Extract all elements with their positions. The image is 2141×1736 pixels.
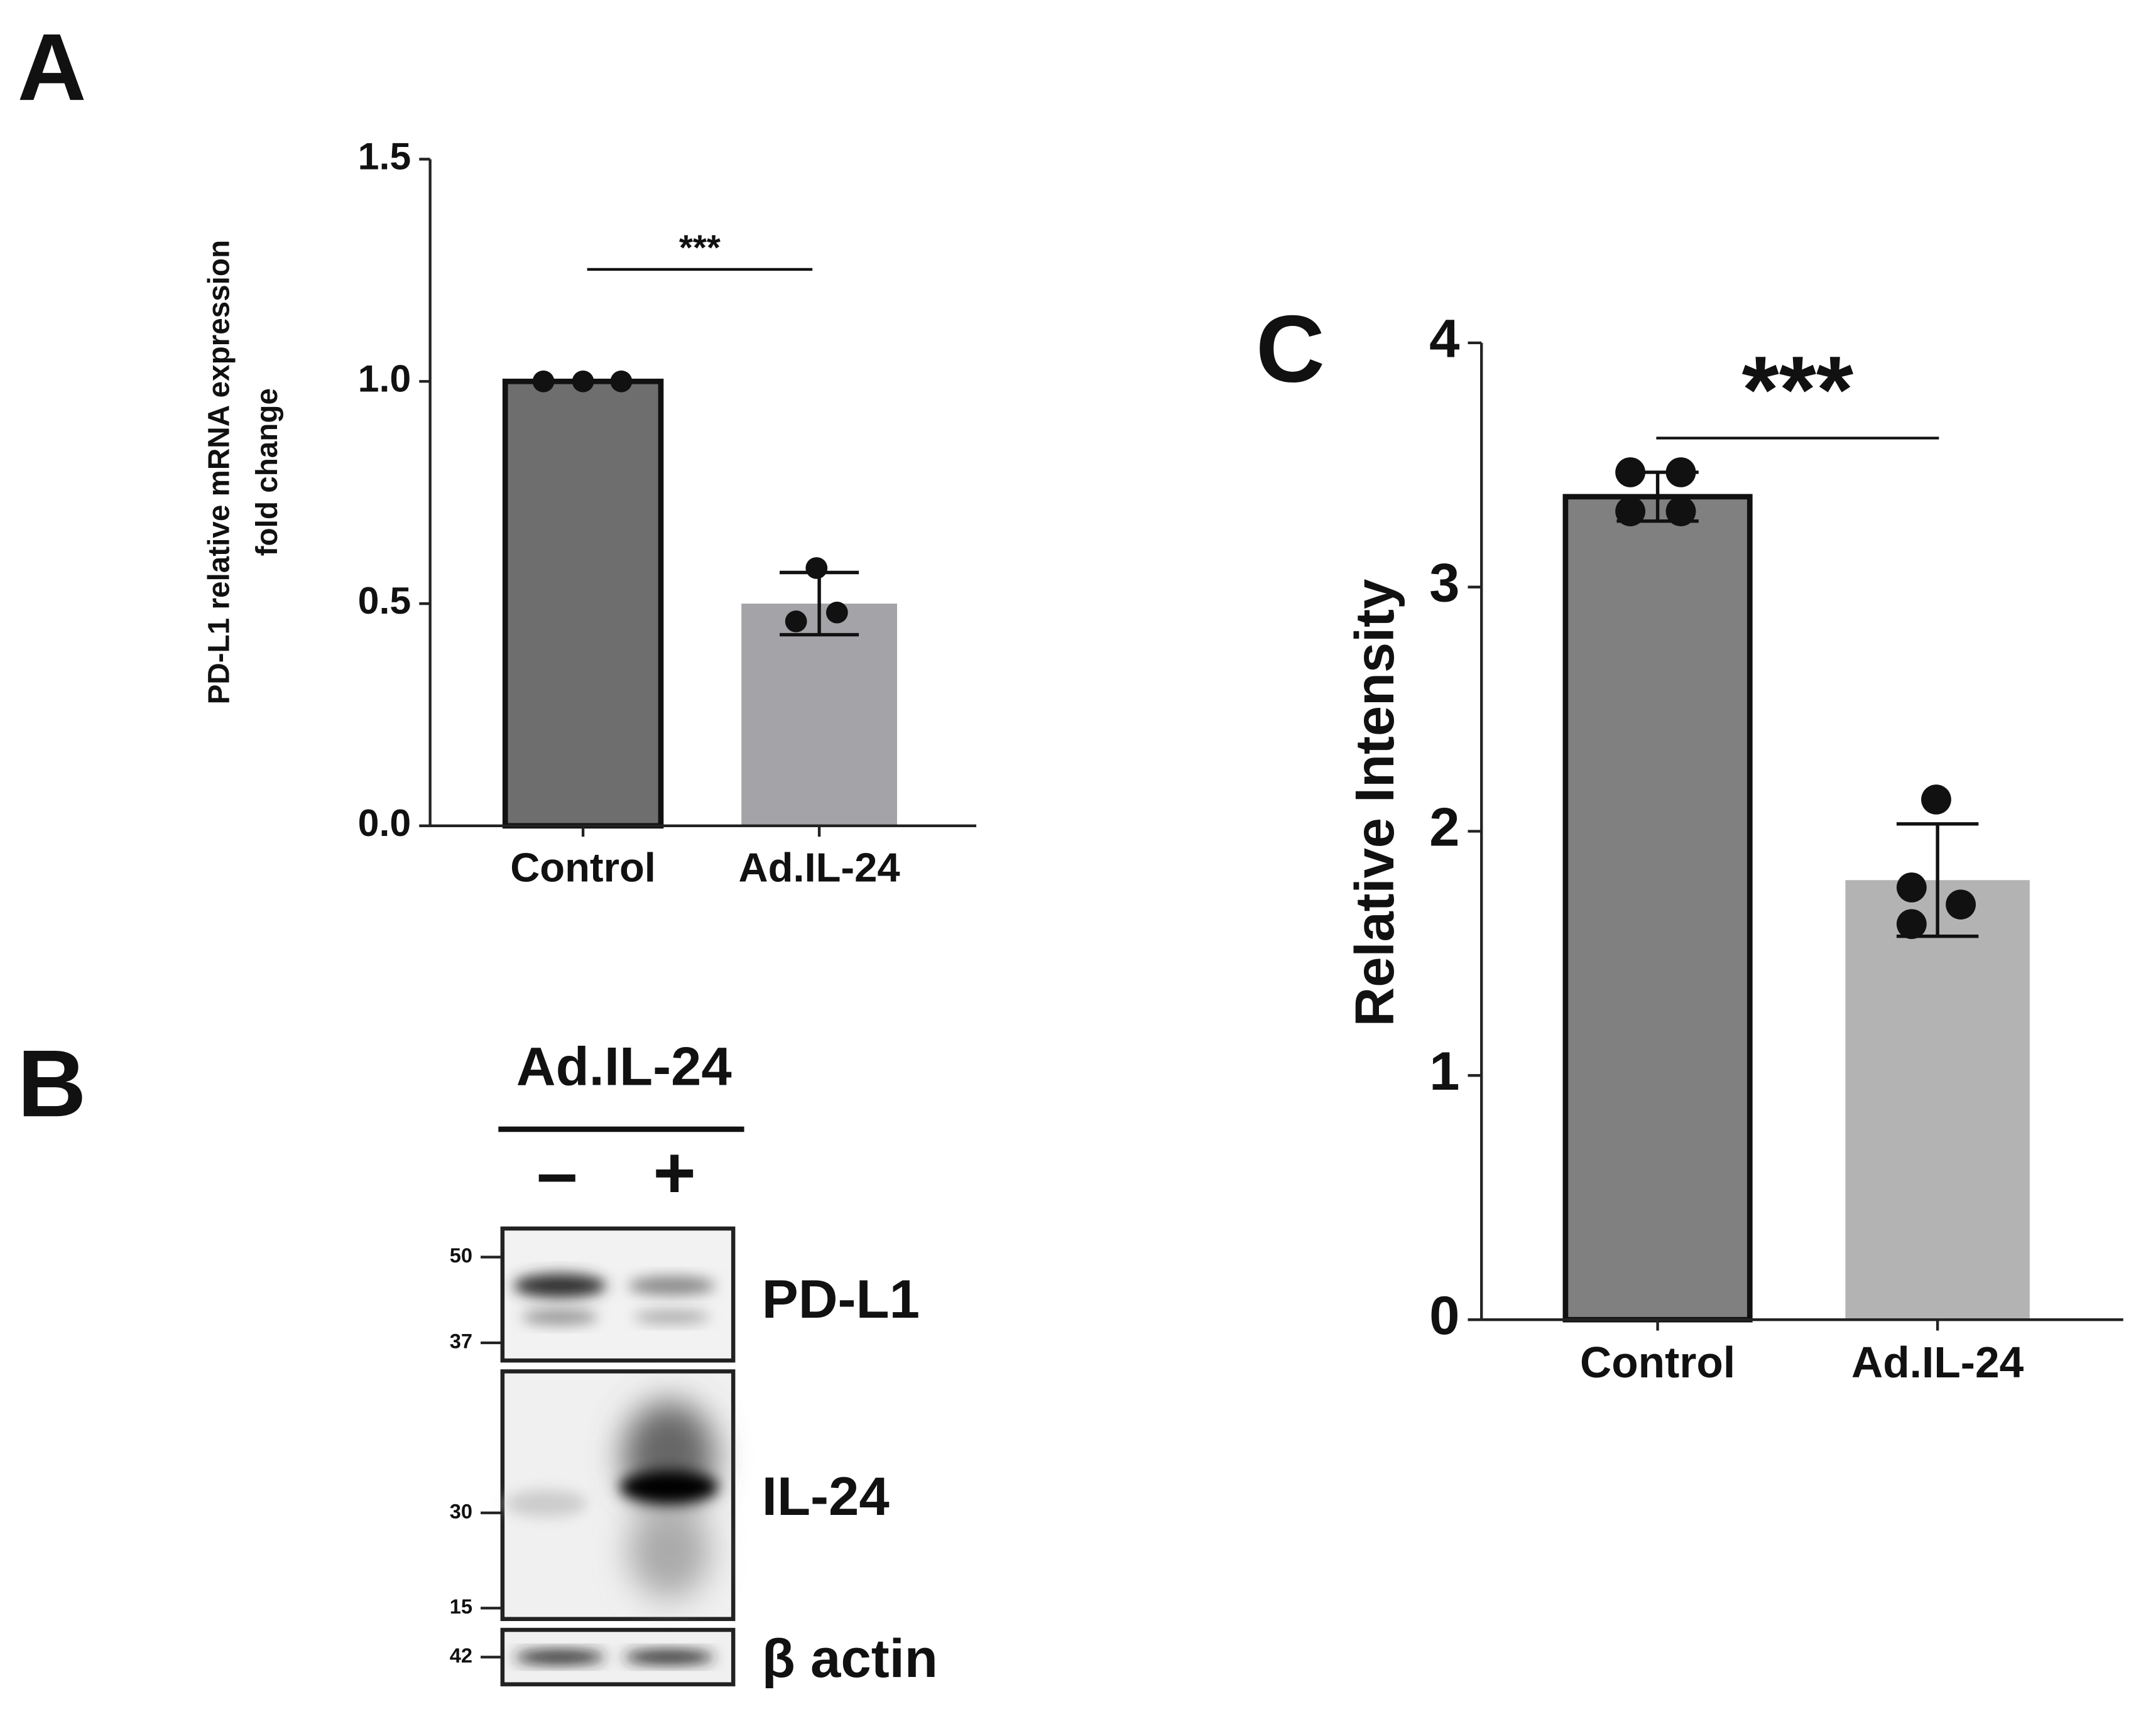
significance-label: *** [1742,337,1854,443]
marker-label: 37 [450,1330,472,1353]
error-bar [780,570,859,637]
bar [741,604,897,826]
bar [1845,880,2030,1320]
y-axis-label: fold change [251,388,284,556]
marker-label: 50 [450,1244,472,1267]
error-bar [1896,822,1979,938]
panel-label: C [1256,296,1325,403]
data-point [825,601,848,624]
y-axis-label: PD-L1 relative mRNA expression [203,240,236,705]
data-point [1665,496,1696,526]
marker-label: 15 [450,1595,472,1618]
band [628,1276,716,1296]
x-tick-label: Ad.IL-24 [738,845,900,891]
data-point [1896,909,1927,940]
blot-box [500,1226,736,1363]
significance-label: *** [679,228,721,268]
lane-label: – [537,1131,577,1213]
data-point [1921,784,1951,815]
western-blot: Ad.IL-24 – + 50 37 30 15 42 P [450,1036,938,1689]
band [515,1650,605,1664]
treatment-label: Ad.IL-24 [516,1036,732,1097]
panel-label: A [18,14,87,121]
band [628,1503,711,1599]
y-tick-label: 0.0 [358,801,411,844]
y-tick-label: 2 [1429,797,1459,858]
marker-label: 30 [450,1500,472,1522]
protein-label: β actin [762,1628,938,1689]
marker-label: 42 [450,1644,472,1667]
data-point [805,557,828,579]
protein-label: PD-L1 [762,1269,920,1330]
band [521,1308,598,1325]
y-tick-label: 1.0 [358,357,411,399]
data-point [785,610,807,632]
data-point [1615,496,1646,526]
y-tick-label: 0 [1429,1285,1459,1346]
data-point [1896,872,1927,903]
x-tick-label: Control [510,845,656,891]
y-tick-label: 4 [1429,308,1459,369]
bar [502,378,664,829]
band [513,1273,607,1298]
x-tick-label: Ad.IL-24 [1851,1338,2024,1387]
data-point [1946,889,1976,920]
error-bar [1616,470,1699,523]
band [505,1489,587,1517]
protein-label: IL-24 [762,1466,890,1527]
y-tick-label: 1.5 [358,135,411,178]
band [619,1470,719,1504]
y-axis-label: Relative Intensity [1344,579,1405,1027]
y-tick-label: 1 [1429,1041,1459,1102]
x-tick-label: Control [1580,1338,1735,1387]
bar [1562,494,1753,1323]
band [633,1310,711,1324]
lane-label: + [653,1131,696,1213]
y-tick-label: 3 [1429,553,1459,614]
band [624,1650,714,1664]
y-tick-label: 0.5 [358,579,411,622]
panel-label: B [18,1031,87,1137]
